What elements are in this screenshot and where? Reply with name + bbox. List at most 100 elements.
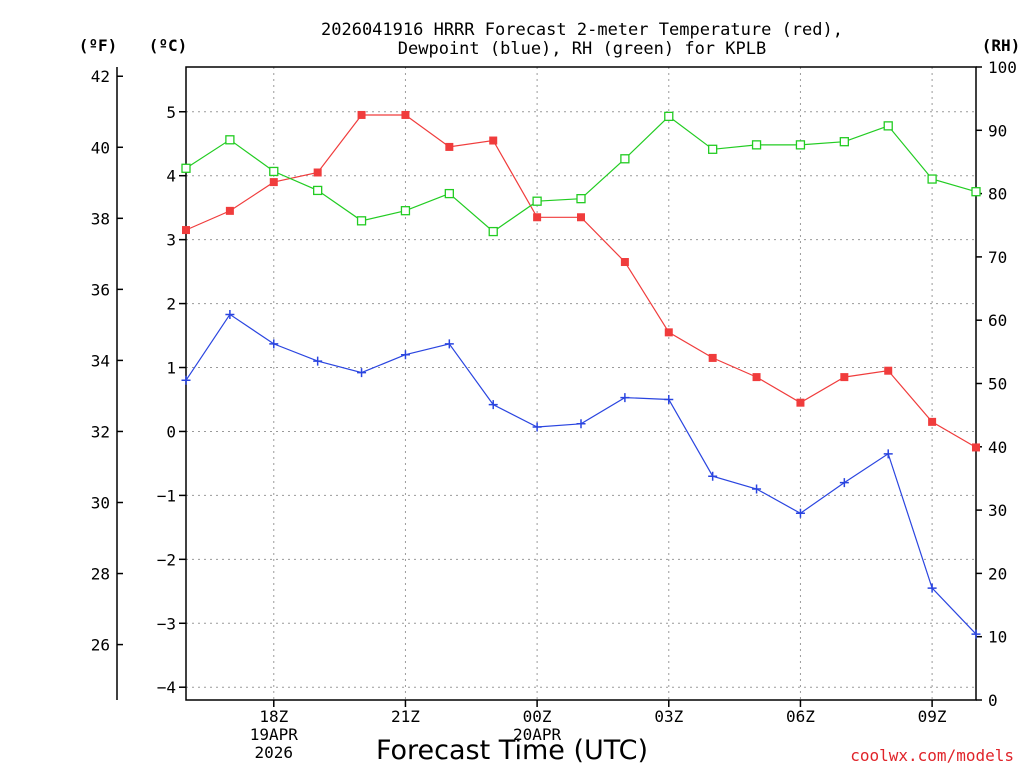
rh-point: [751, 140, 762, 150]
celsius-tick-label: 1: [166, 359, 176, 378]
dewpoint-point: [752, 484, 762, 494]
x-tick-label: 06Z: [786, 707, 815, 726]
celsius-tick-label: 5: [166, 103, 176, 122]
x-tick-label: 18Z: [259, 707, 288, 726]
temperature-point: [972, 443, 980, 452]
rh-point: [488, 226, 498, 237]
temperature-point: [796, 398, 805, 407]
rh-point: [444, 188, 454, 199]
chart-title-line2: Dewpoint (blue), RH (green) for KPLB: [398, 39, 766, 59]
dewpoint-point: [795, 508, 805, 518]
x-tick-label: 03Z: [654, 707, 683, 726]
temperature-point: [708, 353, 717, 362]
dewpoint-point: [971, 629, 981, 639]
dewpoint-point: [225, 309, 235, 319]
temperature-point: [445, 142, 454, 151]
fahrenheit-tick-label: 36: [91, 280, 110, 299]
dewpoint-point: [181, 375, 191, 385]
x-year-label: 2026: [255, 743, 294, 762]
x-date-label: 20APR: [513, 725, 562, 744]
dewpoint-point: [927, 583, 937, 593]
temperature-point: [577, 213, 585, 222]
rh-tick-label: 100: [988, 58, 1017, 77]
temperature-point: [620, 258, 629, 267]
rh-tick-label: 80: [988, 185, 1007, 204]
rh-point: [971, 187, 981, 197]
temperature-point: [357, 110, 366, 119]
dewpoint-point: [269, 339, 279, 349]
rh-tick-label: 70: [988, 248, 1007, 267]
temperature-point: [269, 178, 278, 187]
rh-point: [839, 137, 849, 147]
rh-tick-label: 90: [988, 121, 1007, 140]
celsius-tick-label: −2: [157, 550, 176, 569]
fahrenheit-tick-label: 42: [91, 67, 110, 86]
rh-point: [620, 154, 630, 164]
fahrenheit-tick-label: 34: [91, 351, 110, 370]
grid-lines: [186, 67, 976, 700]
dewpoint-line: [185, 313, 977, 635]
rh-tick-label: 10: [988, 628, 1007, 647]
celsius-unit-label: (ºC): [149, 36, 188, 55]
temperature-point: [928, 417, 937, 426]
rh-tick-label: 40: [988, 438, 1007, 457]
data-series: [181, 110, 981, 639]
temperature-point: [313, 168, 322, 177]
rh-point: [225, 135, 235, 145]
x-tick-label: 00Z: [523, 707, 552, 726]
x-date-label: 19APR: [250, 725, 299, 744]
temperature-point: [225, 206, 234, 215]
rh-point: [664, 111, 674, 122]
temperature-line: [185, 114, 977, 448]
celsius-tick-label: 2: [166, 295, 176, 314]
rh-tick-label: 20: [988, 564, 1007, 583]
temperature-point: [533, 213, 542, 222]
dewpoint-point: [620, 393, 630, 403]
rh-point: [576, 194, 586, 204]
fahrenheit-unit-label: (ºF): [79, 36, 118, 55]
rh-point: [883, 121, 893, 131]
temperature-point: [752, 373, 761, 382]
rh-tick-label: 30: [988, 501, 1007, 520]
x-tick-label: 09Z: [918, 707, 947, 726]
fahrenheit-tick-label: 32: [91, 422, 110, 441]
rh-unit-label: (RH): [982, 36, 1021, 55]
celsius-tick-label: −1: [157, 486, 176, 505]
fahrenheit-tick-label: 38: [91, 209, 110, 228]
rh-point: [708, 144, 718, 154]
temperature-point: [664, 328, 673, 337]
chart-title-line1: 2026041916 HRRR Forecast 2-meter Tempera…: [321, 20, 843, 40]
fahrenheit-tick-label: 40: [91, 138, 110, 157]
celsius-tick-label: 3: [166, 231, 176, 250]
plot-frame: [185, 66, 977, 701]
rh-point: [532, 196, 542, 206]
dewpoint-point: [664, 394, 674, 404]
celsius-tick-label: −3: [157, 614, 176, 633]
x-tick-label: 21Z: [391, 707, 420, 726]
fahrenheit-tick-label: 26: [91, 636, 110, 655]
rh-tick-label: 50: [988, 375, 1007, 394]
rh-point: [795, 140, 806, 150]
credit-link[interactable]: coolwx.com/models: [850, 746, 1014, 765]
temperature-point: [884, 366, 893, 375]
temperature-point: [182, 226, 190, 235]
axes: [116, 66, 982, 707]
temperature-point: [401, 110, 410, 119]
tick-labels: −4−3−2−101234526283032343638404201020304…: [91, 58, 1017, 762]
dewpoint-point: [488, 400, 498, 410]
x-axis-label: Forecast Time (UTC): [376, 735, 648, 766]
rh-point: [400, 206, 411, 216]
dewpoint-point: [313, 356, 323, 366]
rh-tick-label: 60: [988, 311, 1007, 330]
dewpoint-point: [576, 419, 586, 429]
rh-point: [269, 166, 279, 177]
rh-point: [927, 174, 937, 184]
rh-point: [356, 216, 367, 226]
celsius-tick-label: 0: [166, 422, 176, 441]
celsius-tick-label: 4: [166, 167, 176, 186]
temperature-point: [840, 373, 849, 382]
celsius-tick-label: −4: [157, 678, 176, 697]
fahrenheit-tick-label: 28: [91, 565, 110, 584]
dewpoint-point: [357, 368, 367, 378]
